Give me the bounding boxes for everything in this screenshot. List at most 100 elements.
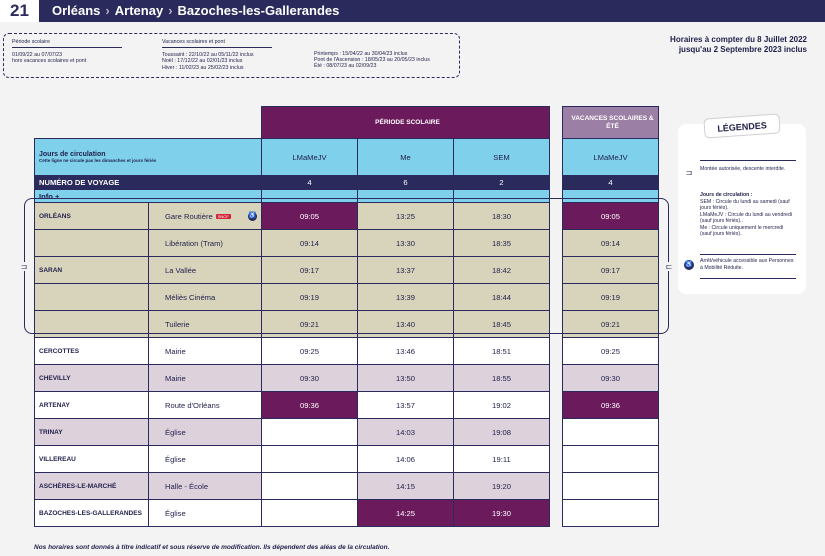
accessibility-icon: ♿: [684, 260, 694, 270]
commune-name: VILLEREAU: [34, 445, 149, 473]
stop-name: Méliès Cinéma: [165, 292, 216, 302]
stop-name: Église: [165, 508, 186, 518]
commune-name: ORLÉANS: [34, 202, 149, 230]
header-bar: 21 Orléans › Artenay › Bazoches-les-Galleran…: [0, 0, 825, 22]
legend-pmr-text: Arrêt/véhicule accessible aux Personnes …: [700, 258, 794, 271]
departure-time: [261, 418, 358, 446]
table-row: BAZOCHES-LES-GALLERANDES Église 14:25 19:30: [34, 499, 659, 527]
departure-time: 19:20: [453, 472, 550, 500]
holiday-period-header: VACANCES SCOLAIRES & ÉTÉ: [562, 106, 659, 139]
legend-bus-text: Montée autorisée, descente interdite.: [700, 166, 786, 172]
commune-name: TRINAY: [34, 418, 149, 446]
table-row: SARAN La Vallée 09:17 13:37 18:42 09:17: [34, 256, 659, 284]
divider: [700, 160, 796, 161]
stop-name: Route d'Orléans: [165, 400, 220, 410]
departure-time: 13:57: [357, 391, 454, 419]
bus-icon: ⊏: [664, 262, 674, 271]
stop-name: Tuilerie: [165, 319, 190, 329]
days-label-cell: Jours de circulation Cette ligne ne circ…: [34, 138, 262, 176]
departure-time: 18:55: [453, 364, 550, 392]
stop-cell: Halle - École: [148, 472, 262, 500]
departure-time: 09:05: [261, 202, 358, 230]
table-row: Libération (Tram) 09:14 13:30 18:35 09:14: [34, 229, 659, 257]
stop-name: Église: [165, 454, 186, 464]
departure-time: 14:15: [357, 472, 454, 500]
divider: [700, 254, 796, 255]
commune-name: [34, 310, 149, 338]
departure-time: 09:14: [261, 229, 358, 257]
departure-time: [261, 445, 358, 473]
departure-time: 09:25: [562, 337, 659, 365]
stop-name: Gare Routière: [165, 211, 213, 221]
stop-name: Mairie: [165, 373, 186, 383]
departure-time: 19:30: [453, 499, 550, 527]
stop-cell: Église: [148, 445, 262, 473]
holiday-line: Printemps : 15/04/22 au 30/04/23 inclus: [314, 51, 408, 57]
departure-time: [562, 499, 659, 527]
departure-time: [562, 445, 659, 473]
departure-time: 19:11: [453, 445, 550, 473]
holiday-line: Pont de l'Ascension : 18/05/23 au 20/05/…: [314, 57, 430, 64]
commune-name: CERCOTTES: [34, 337, 149, 365]
validity-line: Horaires à compter du 8 Juillet 2022: [670, 35, 807, 44]
commune-name: ASCHÈRES-LE-MARCHÉ: [34, 472, 149, 500]
stop-cell: Route d'Orléans: [148, 391, 262, 419]
days-note: Cette ligne ne circule pas les dimanches…: [39, 158, 157, 163]
info-plus-label: Info +: [34, 189, 262, 203]
departure-time: 19:08: [453, 418, 550, 446]
bus-icon: ⊐: [19, 262, 29, 271]
timetable: PÉRIODE SCOLAIRE VACANCES SCOLAIRES & ÉT…: [34, 106, 659, 527]
school-period-header: PÉRIODE SCOLAIRE: [261, 106, 550, 139]
stop-name: Mairie: [165, 346, 186, 356]
legend-title: LÉGENDES: [703, 113, 781, 139]
stop-name: Libération (Tram): [165, 238, 223, 248]
departure-time: 13:39: [357, 283, 454, 311]
footer-note: Nos horaires sont donnés à titre indicat…: [34, 544, 390, 551]
table-row: ORLÉANS Gare Routière SNCF ♿ 09:05 13:25 18:30…: [34, 202, 659, 230]
chevron-right-icon: ›: [105, 3, 110, 18]
stop-cell: Mairie: [148, 337, 262, 365]
school-period-info: Période scolaire 01/09/22 au 07/07/23 ho…: [12, 39, 122, 65]
voyage-number: 4: [261, 175, 358, 190]
holidays-title: Vacances scolaires et pont: [162, 39, 272, 49]
table-row: CERCOTTES Mairie 09:25 13:46 18:51 09:25: [34, 337, 659, 365]
table-row: ARTENAY Route d'Orléans 09:36 13:57 19:02 09:…: [34, 391, 659, 419]
table-row: TRINAY Église 14:03 19:08: [34, 418, 659, 446]
divider: [700, 278, 796, 279]
departure-time: 09:17: [562, 256, 659, 284]
holidays-info: Vacances scolaires et pont Toussaint : 2…: [162, 39, 272, 71]
stop-name: Église: [165, 427, 186, 437]
departure-time: 18:30: [453, 202, 550, 230]
holiday-line: Noël : 17/12/22 au 02/01/23 inclus: [162, 58, 243, 65]
legend-days-line: SEM : Circule du lundi au samedi (sauf j…: [700, 198, 790, 212]
voyage-number: 2: [453, 175, 550, 190]
stop-cell: Gare Routière SNCF ♿: [148, 202, 262, 230]
stop-cell: Méliès Cinéma: [148, 283, 262, 311]
voyage-number: 6: [357, 175, 454, 190]
departure-time: 14:03: [357, 418, 454, 446]
departure-time: 19:02: [453, 391, 550, 419]
days-code: SEM: [453, 138, 550, 176]
legend-days-title: Jours de circulation :: [700, 192, 753, 198]
departure-time: 14:25: [357, 499, 454, 527]
table-row: ASCHÈRES-LE-MARCHÉ Halle - École 14:15 19:2…: [34, 472, 659, 500]
departure-time: 09:05: [562, 202, 659, 230]
stop-name: La Vallée: [165, 265, 197, 275]
departure-time: 13:37: [357, 256, 454, 284]
holidays-info-2: Printemps : 15/04/22 au 30/04/23 inclus …: [314, 51, 430, 70]
departure-time: [261, 472, 358, 500]
departure-time: 14:06: [357, 445, 454, 473]
stop-cell: Tuilerie: [148, 310, 262, 338]
commune-name: SARAN: [34, 256, 149, 284]
stop-name: Halle - École: [165, 481, 209, 491]
departure-time: 18:45: [453, 310, 550, 338]
departure-time: 09:21: [562, 310, 659, 338]
departure-time: [562, 418, 659, 446]
departure-time: 13:50: [357, 364, 454, 392]
legend-days: Jours de circulation : SEM : Circule du …: [700, 192, 796, 238]
departure-time: 09:30: [261, 364, 358, 392]
legend-panel: LÉGENDES ⊐ Montée autorisée, descente in…: [678, 113, 806, 294]
departure-time: 13:25: [357, 202, 454, 230]
voyage-number: 4: [562, 175, 659, 190]
stop-cell: Libération (Tram): [148, 229, 262, 257]
